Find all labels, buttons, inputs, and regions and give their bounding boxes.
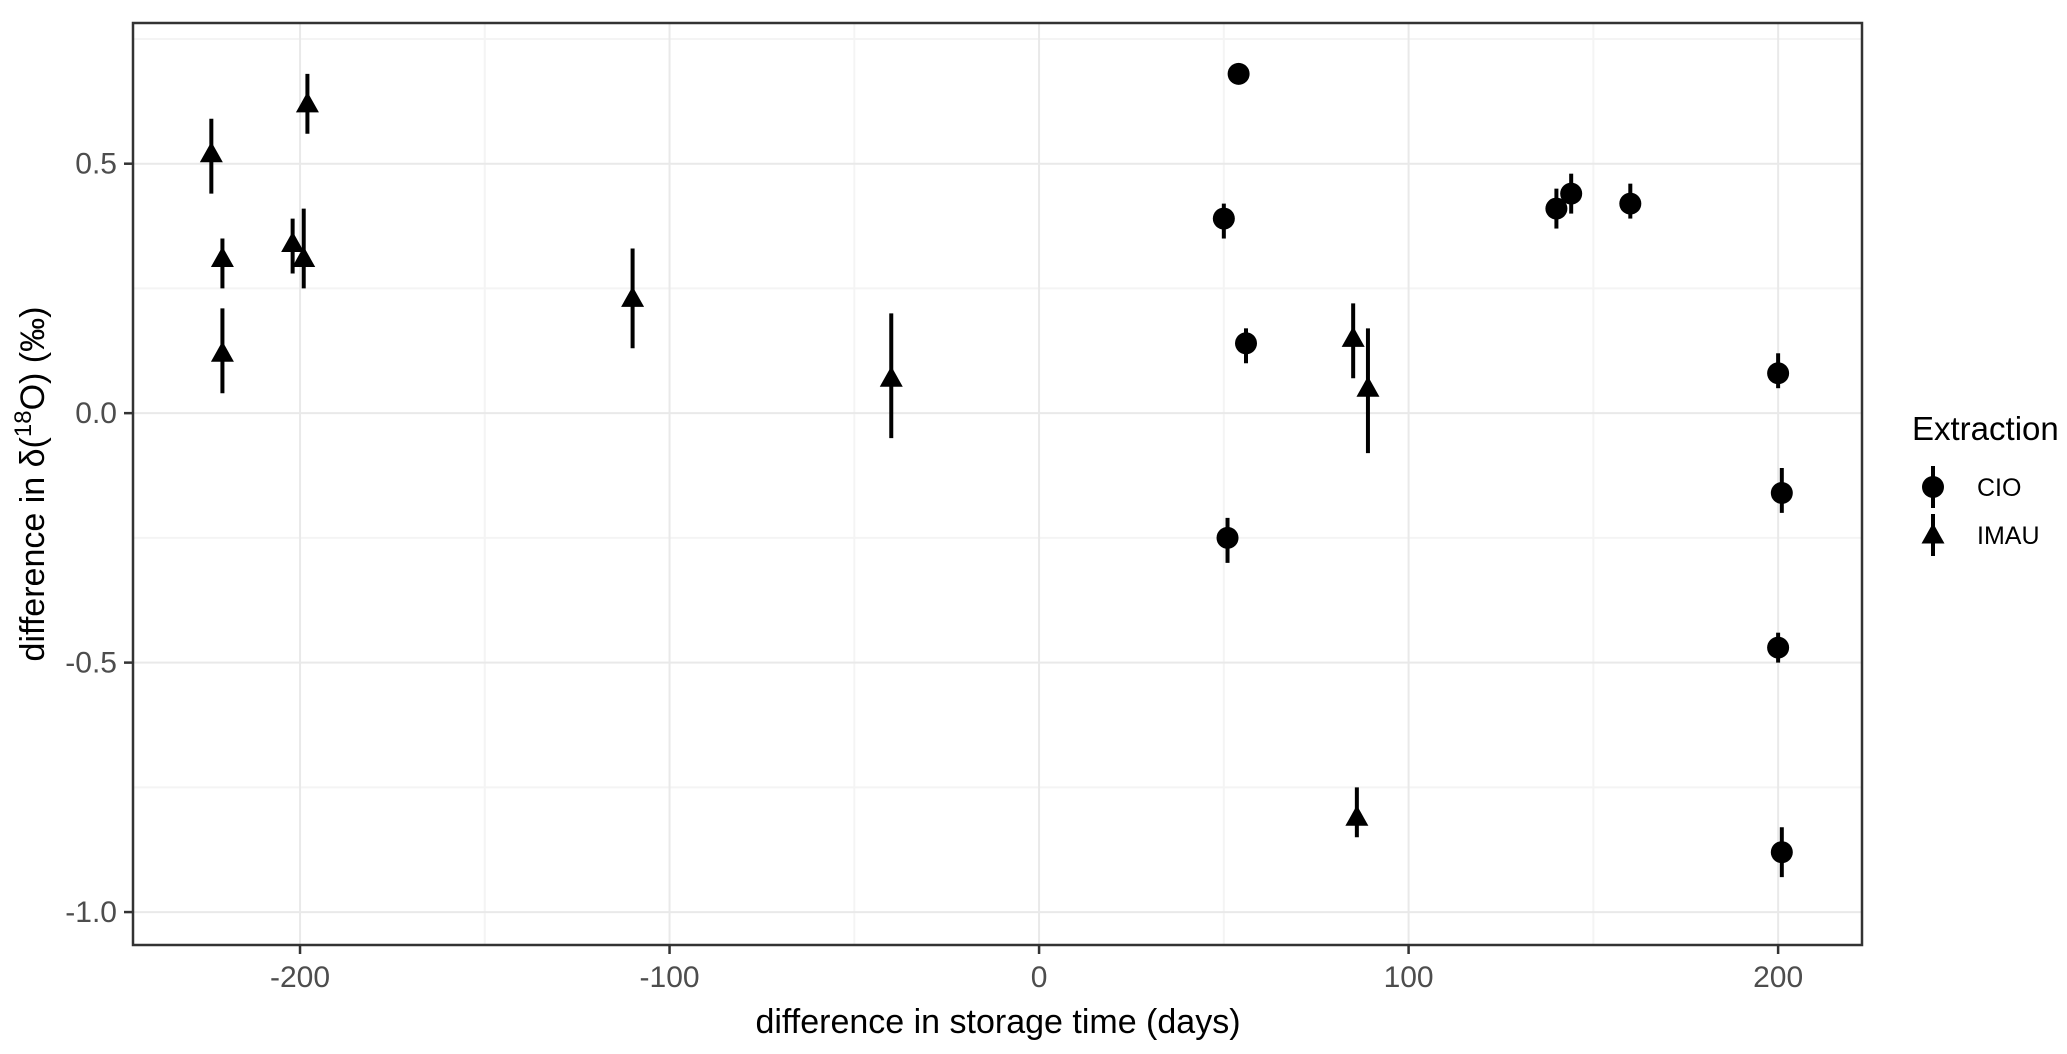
gridlines-major xyxy=(133,23,1862,945)
data-point-triangle xyxy=(1341,326,1365,347)
x-axis-tick-labels: -200 -100 0 100 200 xyxy=(270,961,1803,994)
data-point-circle xyxy=(1212,207,1235,230)
data-point-circle xyxy=(1560,182,1583,205)
data-point-circle xyxy=(1545,197,1568,220)
series-CIO xyxy=(1212,62,1793,878)
data-point-triangle xyxy=(1356,376,1380,397)
y-tick-label: 0.5 xyxy=(75,148,117,181)
x-tick-label: 200 xyxy=(1753,961,1803,994)
data-point-triangle xyxy=(281,231,305,253)
panel-border xyxy=(131,21,1864,947)
y-tick-label: -1.0 xyxy=(65,896,117,929)
data-point-circle xyxy=(1227,62,1250,85)
data-point-circle xyxy=(1922,476,1944,498)
data-point-circle xyxy=(1235,332,1258,355)
legend-entry-label: CIO xyxy=(1977,474,2021,502)
legend-entries: CIO IMAU xyxy=(1921,466,2040,556)
gridlines-minor xyxy=(133,23,1862,945)
data-point-circle xyxy=(1767,636,1790,659)
x-tick-label: 0 xyxy=(1031,961,1048,994)
data-point-circle xyxy=(1619,192,1642,215)
x-tick-label: -200 xyxy=(270,961,330,994)
legend-entry-IMAU: IMAU xyxy=(1921,514,2040,556)
y-axis-title: difference in δ(18O) (‰) xyxy=(10,307,52,662)
x-axis-title: difference in storage time (days) xyxy=(755,1003,1240,1041)
data-point-circle xyxy=(1216,526,1239,549)
legend-title: Extraction xyxy=(1912,410,2059,447)
panel-background xyxy=(133,23,1862,945)
data-point-triangle xyxy=(210,341,234,362)
data-point-circle xyxy=(1767,362,1790,385)
data-point-circle xyxy=(1770,481,1793,504)
legend-entry-CIO: CIO xyxy=(1922,466,2021,508)
data-point-triangle xyxy=(621,286,645,307)
data-point-circle xyxy=(1770,841,1793,864)
data-points-layer xyxy=(199,62,1793,878)
data-point-triangle xyxy=(210,246,234,267)
y-tick-label: -0.5 xyxy=(65,647,117,680)
data-point-triangle xyxy=(1345,805,1369,826)
series-IMAU xyxy=(199,73,1380,838)
axis-tick-marks xyxy=(124,162,1780,954)
y-tick-label: 0.0 xyxy=(75,397,117,430)
y-axis-tick-labels: 0.5 0.0 -0.5 -1.0 xyxy=(65,148,117,929)
x-tick-label: 100 xyxy=(1384,961,1434,994)
data-point-triangle xyxy=(199,141,223,163)
x-tick-label: -100 xyxy=(640,961,700,994)
data-point-triangle xyxy=(879,366,903,387)
legend: Extraction CIO IMAU xyxy=(1912,410,2059,556)
legend-entry-label: IMAU xyxy=(1977,522,2040,550)
data-point-triangle xyxy=(1921,523,1945,544)
data-point-triangle xyxy=(292,246,316,267)
data-point-triangle xyxy=(295,91,319,113)
